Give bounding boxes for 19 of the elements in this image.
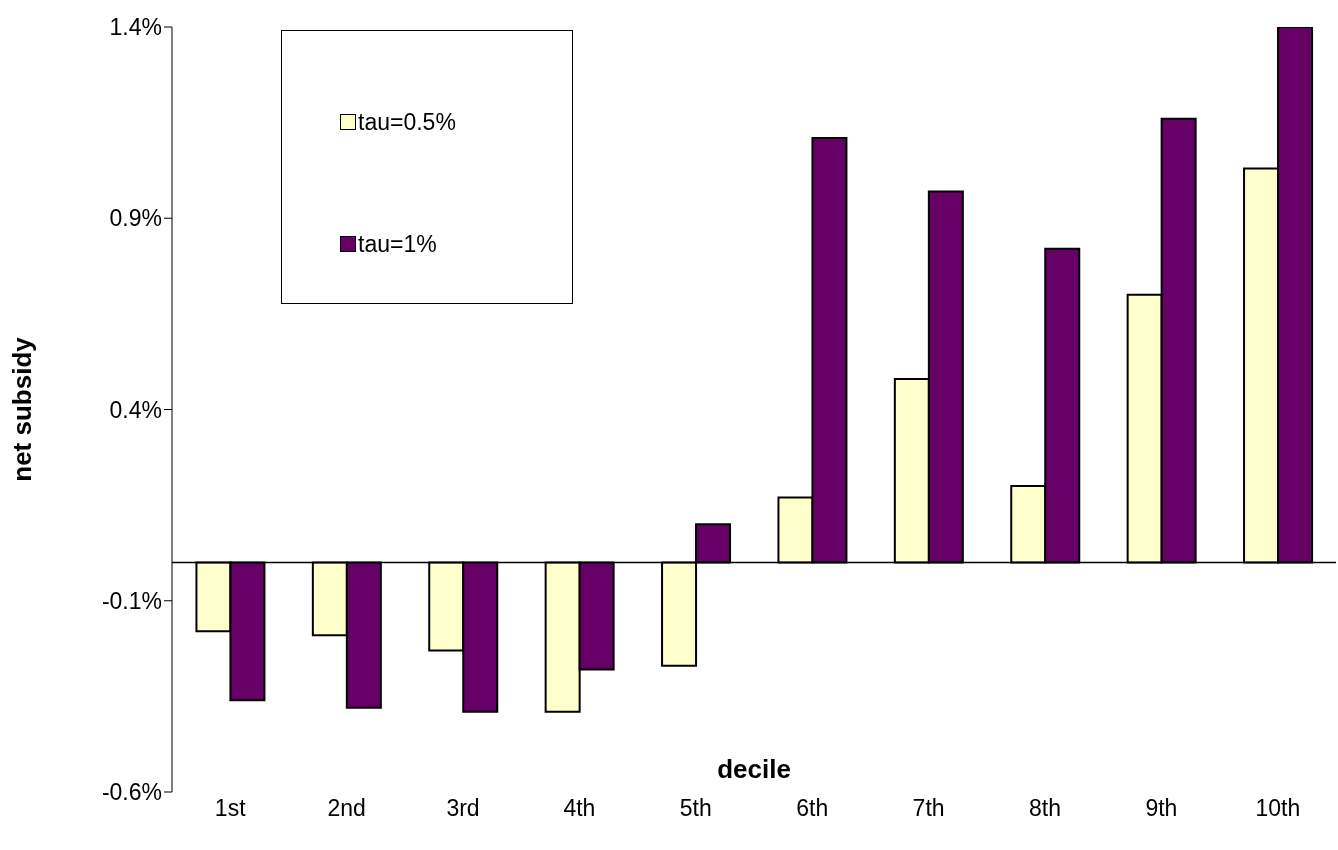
- legend-label: tau=0.5%: [358, 108, 456, 136]
- x-tick-label: 5th: [679, 795, 712, 822]
- x-tick-label: 2nd: [327, 795, 366, 822]
- y-tick-label: 0.9%: [109, 205, 162, 232]
- x-tick-label: 10th: [1255, 795, 1301, 822]
- x-tick-label: 7th: [912, 795, 945, 822]
- x-axis-title: decile: [717, 754, 791, 784]
- x-tick-label: 1st: [214, 795, 247, 822]
- y-tick-label: 1.4%: [109, 14, 162, 41]
- x-tick-label: 4th: [563, 795, 596, 822]
- y-tick-label: 0.4%: [109, 396, 162, 423]
- x-tick-label: 3rd: [446, 795, 480, 822]
- y-tick-label: -0.1%: [101, 587, 162, 614]
- legend-label: tau=1%: [358, 230, 437, 258]
- x-tick-label: 9th: [1145, 795, 1178, 822]
- y-tick-label: -0.6%: [101, 779, 162, 806]
- x-tick-label: 8th: [1029, 795, 1061, 822]
- x-tick-label: 6th: [796, 795, 829, 822]
- y-axis-title: net subsidy: [7, 336, 38, 482]
